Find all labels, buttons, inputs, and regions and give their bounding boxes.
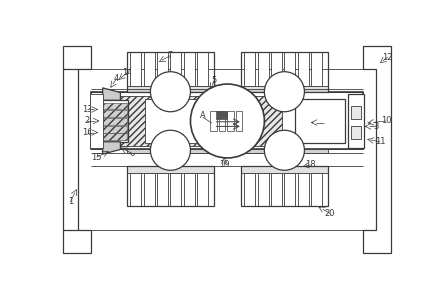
- Bar: [258, 52, 269, 86]
- Text: 5: 5: [212, 76, 217, 85]
- Bar: [101, 110, 127, 117]
- Text: 11: 11: [375, 137, 385, 146]
- Bar: [298, 52, 309, 86]
- Bar: [157, 52, 168, 86]
- Bar: [105, 96, 282, 147]
- Bar: [241, 89, 327, 92]
- Bar: [298, 173, 309, 207]
- Text: 13: 13: [82, 105, 93, 114]
- Bar: [127, 52, 214, 92]
- Bar: [311, 173, 322, 207]
- Bar: [127, 149, 214, 152]
- Bar: [219, 111, 225, 131]
- Bar: [311, 52, 322, 86]
- Bar: [227, 111, 233, 131]
- Bar: [127, 89, 214, 92]
- Polygon shape: [62, 46, 91, 253]
- Bar: [127, 166, 214, 173]
- Bar: [271, 173, 282, 207]
- Text: 14: 14: [122, 68, 132, 77]
- Text: 20: 20: [325, 209, 335, 218]
- Bar: [101, 118, 127, 125]
- Bar: [271, 52, 282, 86]
- Text: 16: 16: [82, 128, 93, 137]
- Bar: [91, 92, 363, 149]
- Text: 19: 19: [219, 160, 229, 169]
- Bar: [350, 106, 361, 119]
- Text: A: A: [200, 111, 206, 120]
- Bar: [184, 52, 195, 86]
- Bar: [210, 111, 217, 131]
- Bar: [245, 173, 256, 207]
- Text: 15: 15: [91, 153, 102, 162]
- Bar: [171, 52, 182, 86]
- Text: 12: 12: [382, 53, 393, 62]
- Bar: [101, 133, 127, 140]
- Bar: [241, 86, 327, 92]
- Bar: [258, 173, 269, 207]
- Bar: [127, 166, 214, 207]
- Text: 18: 18: [305, 160, 316, 169]
- Bar: [99, 100, 128, 142]
- Bar: [157, 173, 168, 207]
- Bar: [144, 52, 155, 86]
- Text: 4: 4: [114, 74, 119, 83]
- Bar: [90, 94, 103, 148]
- Polygon shape: [363, 46, 392, 253]
- Polygon shape: [103, 142, 120, 154]
- Bar: [216, 111, 227, 119]
- Bar: [197, 52, 208, 86]
- Text: 3: 3: [373, 122, 379, 131]
- Bar: [241, 166, 327, 207]
- Text: 10: 10: [381, 117, 391, 126]
- Bar: [130, 52, 141, 86]
- Text: 2: 2: [85, 117, 90, 126]
- Text: 1: 1: [68, 197, 73, 206]
- Bar: [171, 173, 182, 207]
- Bar: [184, 173, 195, 207]
- Bar: [127, 86, 214, 92]
- Text: 6: 6: [129, 149, 135, 158]
- Bar: [241, 149, 327, 152]
- Bar: [144, 173, 155, 207]
- Bar: [348, 94, 365, 148]
- Circle shape: [264, 72, 304, 112]
- Circle shape: [151, 72, 190, 112]
- Bar: [295, 99, 345, 143]
- Circle shape: [190, 84, 264, 158]
- Polygon shape: [103, 88, 120, 100]
- Bar: [350, 126, 361, 139]
- Bar: [236, 111, 242, 131]
- Bar: [245, 52, 256, 86]
- Text: 7: 7: [168, 51, 173, 60]
- Bar: [284, 173, 295, 207]
- Bar: [241, 166, 327, 173]
- Bar: [241, 52, 327, 92]
- Bar: [130, 173, 141, 207]
- Text: 17: 17: [319, 118, 330, 127]
- Bar: [101, 126, 127, 133]
- Circle shape: [264, 130, 304, 170]
- Circle shape: [151, 130, 190, 170]
- Bar: [145, 99, 256, 143]
- Bar: [284, 52, 295, 86]
- Bar: [197, 173, 208, 207]
- Bar: [101, 102, 127, 110]
